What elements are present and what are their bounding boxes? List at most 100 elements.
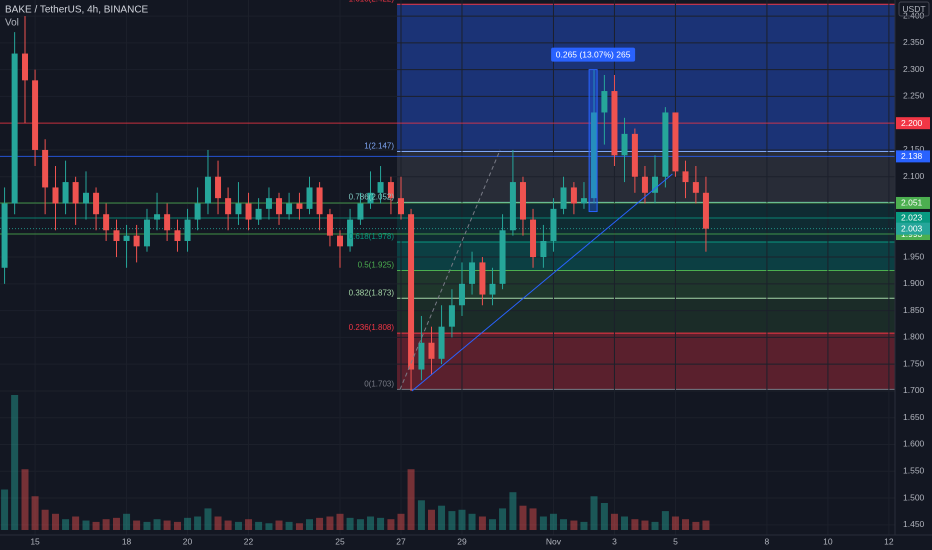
candle-body: [306, 187, 313, 209]
volume-bar: [549, 513, 557, 530]
grid-layer: [0, 0, 895, 535]
volume-bar: [417, 500, 425, 530]
candle-body: [316, 187, 323, 215]
candle-body: [631, 133, 638, 177]
fib-label: 0(1.703): [364, 379, 394, 388]
drawing-layer: 1.618(2.422) 1(2.147) 0.786(2.052) 0.618(1.…: [349, 0, 673, 392]
candle-body: [682, 171, 689, 183]
price-axis: [895, 0, 932, 550]
volume-bar: [692, 521, 700, 530]
candle-body: [62, 182, 69, 204]
y-tick-label: 2.300: [903, 64, 925, 74]
volume-bar: [173, 521, 181, 530]
candle-body: [550, 208, 557, 241]
fib-label: 1.618(2.422): [349, 0, 395, 3]
candle-layer: [1, 16, 709, 391]
volume-bar: [184, 517, 192, 530]
candle-body: [479, 262, 486, 295]
volume-bar: [92, 521, 100, 530]
volume-bar: [346, 517, 354, 530]
candle-body: [662, 112, 669, 177]
volume-bar: [255, 521, 263, 530]
volume-layer: [1, 395, 710, 530]
candle-body: [103, 214, 110, 231]
price-badge-label: 2.200: [901, 118, 923, 128]
volume-bar: [610, 513, 618, 530]
volume-bar: [234, 521, 242, 530]
candle-body: [42, 149, 49, 188]
volume-bar: [245, 519, 253, 530]
candle-body: [438, 326, 445, 359]
candle-body: [326, 214, 333, 236]
candle-body: [428, 342, 435, 359]
y-tick-label: 1.700: [903, 385, 925, 395]
volume-bar: [438, 505, 446, 530]
volume-bar: [661, 511, 669, 530]
volume-bar: [11, 395, 19, 530]
volume-bar: [62, 519, 70, 530]
x-tick-label: 12: [884, 536, 894, 546]
y-tick-label: 1.900: [903, 278, 925, 288]
x-tick-label: Nov: [546, 536, 562, 546]
volume-bar: [539, 516, 547, 530]
candle-body: [184, 219, 191, 241]
candle-body: [367, 192, 374, 204]
candle-body: [143, 219, 150, 247]
candle-body: [93, 192, 100, 215]
fib-band: [397, 333, 895, 390]
volume-bar: [397, 513, 405, 530]
x-tick-label: 10: [823, 536, 833, 546]
volume-bar: [133, 520, 141, 530]
y-tick-label: 1.750: [903, 358, 925, 368]
volume-bar: [112, 517, 120, 530]
volume-bar: [316, 517, 324, 530]
candle-body: [164, 214, 171, 231]
candle-body: [225, 198, 232, 215]
candle-body: [540, 240, 547, 258]
volume-bar: [529, 508, 537, 530]
price-badge-label: 2.023: [901, 213, 923, 223]
candle-body: [52, 187, 59, 204]
volume-bar: [407, 469, 415, 530]
volume-bar: [570, 520, 578, 530]
volume-bar: [600, 503, 608, 530]
volume-bar: [631, 519, 639, 530]
candle-body: [397, 198, 404, 215]
volume-bar: [194, 516, 202, 530]
y-tick-label: 1.950: [903, 251, 925, 261]
y-tick-label: 2.250: [903, 91, 925, 101]
candle-body: [611, 91, 618, 156]
trend-line: [411, 173, 673, 392]
axis-layer: 1.450 1.500 1.550 1.600 1.650 1.700 1.750 1.800…: [30, 10, 930, 546]
volume-bar: [519, 505, 527, 530]
volume-bar: [478, 516, 486, 530]
volume-bar: [204, 508, 212, 530]
y-tick-label: 2.150: [903, 144, 925, 154]
candle-body: [601, 91, 608, 113]
candle-body: [22, 53, 29, 81]
candle-body: [621, 133, 628, 156]
x-tick-label: 22: [244, 536, 254, 546]
y-axis-label: USDT: [902, 4, 925, 14]
fib-layer: [397, 3, 895, 390]
volume-bar: [682, 519, 690, 530]
volume-bar: [427, 509, 435, 530]
volume-bar: [590, 496, 598, 530]
volume-bar: [326, 516, 334, 530]
candle-body: [530, 219, 537, 258]
x-tick-label: 29: [457, 536, 467, 546]
volume-bar: [306, 519, 314, 530]
candle-body: [458, 283, 465, 306]
x-tick-label: 18: [122, 536, 132, 546]
x-tick-label: 3: [612, 536, 617, 546]
axis-unit-box: [898, 1, 930, 17]
y-tick-label: 1.650: [903, 412, 925, 422]
candle-body: [591, 112, 598, 199]
measure-label: 0.265 (13.07%) 265: [556, 49, 631, 59]
fib-label: 0.382(1.873): [349, 288, 395, 297]
volume-bar: [102, 519, 110, 530]
price-badge-label: 2.051: [901, 198, 923, 208]
volume-bar: [387, 519, 395, 530]
price-badge: [896, 196, 930, 209]
